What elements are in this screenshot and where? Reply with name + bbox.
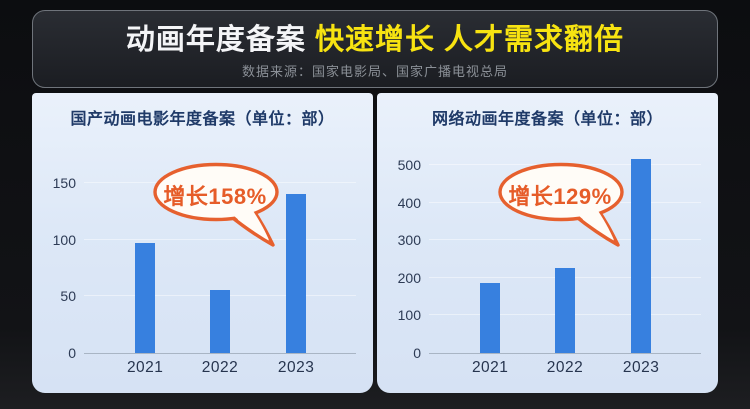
- y-tick-label: 500: [397, 156, 421, 173]
- x-tick-label: 2023: [277, 359, 315, 376]
- y-tick-label: 150: [52, 175, 76, 192]
- y-tick-label: 100: [52, 231, 76, 248]
- bar-2021: [480, 283, 501, 353]
- main-title-highlight: [306, 24, 315, 56]
- charts-row: 国产动画电影年度备案（单位：部） 0 50 100 150 2021 2022 2023 …: [32, 93, 718, 393]
- y-tick-label: 0: [413, 345, 421, 361]
- y-tick-label: 300: [397, 232, 421, 249]
- x-tick-label: 2021: [126, 359, 164, 376]
- chart-card-film: 国产动画电影年度备案（单位：部） 0 50 100 150 2021 2022 2023 …: [32, 93, 373, 393]
- header-banner: 动画年度备案 快速增长 人才需求翻倍 数据来源：国家电影局、国家广播电视总局: [32, 10, 718, 88]
- x-axis: 2021 2022 2023: [429, 359, 701, 383]
- y-tick-label: 400: [397, 194, 421, 211]
- growth-callout: 增长158%: [141, 155, 297, 251]
- main-title-plain: 动画年度备案: [125, 24, 306, 56]
- x-tick-label: 2022: [546, 359, 584, 376]
- chart-card-web: 网络动画年度备案（单位：部） 0 100 200 300 400 500 2021 2022…: [377, 93, 718, 393]
- bar-2022: [555, 268, 575, 353]
- y-axis: 0 50 100 150: [32, 148, 76, 361]
- growth-label: 增长129%: [508, 184, 612, 209]
- x-axis: 2021 2022 2023: [84, 359, 356, 383]
- gridline: [84, 238, 356, 240]
- chart-title: 网络动画年度备案（单位：部）: [431, 111, 663, 128]
- speech-bubble-shape: [153, 162, 279, 247]
- growth-label: 增长158%: [163, 184, 267, 209]
- main-title-highlight-text: 快速增长 人才需求翻倍: [315, 24, 625, 56]
- x-tick-label: 2022: [201, 359, 239, 376]
- y-tick-label: 50: [60, 288, 76, 305]
- x-tick-label: 2023: [622, 359, 660, 376]
- chart-title: 国产动画电影年度备案（单位：部）: [70, 111, 335, 128]
- y-tick-label: 200: [397, 269, 421, 286]
- x-tick-label: 2021: [471, 359, 509, 376]
- bar-2022: [210, 289, 230, 353]
- growth-callout: 增长129%: [486, 155, 642, 251]
- data-source-note: 数据来源：国家电影局、国家广播电视总局: [241, 64, 508, 79]
- y-axis: 0 100 200 300 400 500: [377, 148, 421, 361]
- gridline: [429, 239, 701, 241]
- bar-2023: [631, 159, 652, 353]
- bar-2021: [135, 243, 156, 353]
- main-title: 动画年度备案 快速增长 人才需求翻倍: [33, 24, 717, 56]
- y-tick-label: 0: [68, 345, 76, 361]
- bar-2023: [286, 194, 307, 353]
- y-tick-label: 100: [397, 307, 421, 324]
- speech-bubble-shape: [498, 162, 624, 247]
